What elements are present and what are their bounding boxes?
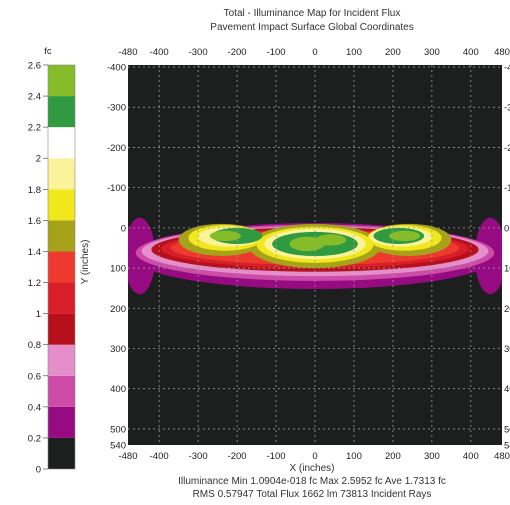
y-tick-labels-right: -400 -300 -200 -100 0 100 200 300 400 500 540 <box>504 63 510 452</box>
x-tick-top-0: -480 <box>118 47 137 58</box>
colorbar-tick-label-5: 1 <box>36 309 41 320</box>
contour-lobe-10-0 <box>209 230 241 242</box>
colorbar-tick-label-12: 2.4 <box>28 92 41 103</box>
colorbar-band-5 <box>48 282 75 314</box>
x-tick-top-7: 200 <box>385 47 401 58</box>
y-tick-labels-left: -400 -300 -200 -100 0 100 200 300 400 500 540 <box>107 63 126 452</box>
colorbar-band-9 <box>48 158 75 190</box>
contour-lobe-10-3 <box>315 234 347 246</box>
y-tick-left-3: -100 <box>107 183 126 194</box>
stats-line-2: RMS 0.57947 Total Flux 1662 lm 73813 Inc… <box>193 489 432 500</box>
y-tick-left-9: 500 <box>110 424 126 435</box>
colorbar-band-6 <box>48 251 75 283</box>
x-tick-bottom-6: 100 <box>346 451 362 462</box>
colorbar-band-0 <box>48 437 75 469</box>
y-tick-left-10: 540 <box>110 441 126 452</box>
colorbar-tick-label-13: 2.6 <box>28 61 41 72</box>
x-tick-bottom-2: -300 <box>189 451 208 462</box>
x-tick-top-1: -400 <box>150 47 169 58</box>
colorbar-band-3 <box>48 344 75 376</box>
x-tick-top-3: -200 <box>228 47 247 58</box>
colorbar-unit-label: fc <box>44 46 52 57</box>
y-tick-left-6: 200 <box>110 304 126 315</box>
y-tick-right-5: 100 <box>504 264 510 275</box>
x-tick-bottom-1: -400 <box>150 451 169 462</box>
colorbar-band-4 <box>48 313 75 345</box>
x-tick-bottom-8: 300 <box>424 451 440 462</box>
colorbar-band-7 <box>48 220 75 252</box>
colorbar-frame <box>47 64 76 470</box>
x-tick-bottom-3: -200 <box>228 451 247 462</box>
y-tick-right-0: -400 <box>504 63 510 74</box>
x-tick-bottom-4: -100 <box>267 451 286 462</box>
x-tick-labels-bottom: -480 -400 -300 -200 -100 0 100 200 300 400 480 <box>118 451 509 462</box>
colorbar-band-8 <box>48 189 75 221</box>
y-tick-left-5: 100 <box>110 264 126 275</box>
colorbar-tick-label-3: 0.6 <box>28 371 41 382</box>
colorbar-tick-label-7: 1.4 <box>28 247 41 258</box>
y-tick-right-9: 500 <box>504 424 510 435</box>
colorbar-band-12 <box>48 65 75 97</box>
y-tick-right-8: 400 <box>504 384 510 395</box>
y-tick-left-2: -200 <box>107 143 126 154</box>
y-tick-left-8: 400 <box>110 384 126 395</box>
colorbar-tick-label-10: 2 <box>36 154 41 165</box>
y-tick-left-7: 300 <box>110 344 126 355</box>
colorbar: 0 0.2 0.4 0.6 0.8 1 1.2 1.4 1.6 1.8 2 2.2 2.4 2.6 <box>28 61 76 476</box>
y-tick-right-3: -100 <box>504 183 510 194</box>
x-tick-top-10: 480 <box>494 47 510 58</box>
colorbar-band-1 <box>48 406 75 438</box>
colorbar-tick-label-11: 2.2 <box>28 123 41 134</box>
y-tick-left-0: -400 <box>107 63 126 74</box>
colorbar-band-11 <box>48 96 75 128</box>
x-tick-labels-top: -480 -400 -300 -200 -100 0 100 200 300 400 480 <box>118 47 509 58</box>
y-tick-right-1: -300 <box>504 103 510 114</box>
contour-lobe-10-1 <box>389 230 421 242</box>
y-tick-right-6: 200 <box>504 304 510 315</box>
contour-level-10 <box>209 230 421 252</box>
x-tick-top-8: 300 <box>424 47 440 58</box>
x-tick-bottom-10: 480 <box>494 451 510 462</box>
y-tick-left-1: -300 <box>107 103 126 114</box>
x-tick-bottom-0: -480 <box>118 451 137 462</box>
x-tick-bottom-9: 400 <box>463 451 479 462</box>
y-tick-right-7: 300 <box>504 344 510 355</box>
colorbar-tick-label-2: 0.4 <box>28 402 41 413</box>
x-axis-label: X (inches) <box>289 463 334 474</box>
colorbar-band-2 <box>48 375 75 407</box>
chart-title-line-2: Pavement Impact Surface Global Coordinat… <box>210 22 413 33</box>
x-tick-top-6: 100 <box>346 47 362 58</box>
x-tick-top-2: -300 <box>189 47 208 58</box>
colorbar-tick-label-6: 1.2 <box>28 278 41 289</box>
colorbar-tick-label-4: 0.8 <box>28 340 41 351</box>
chart-title-line-1: Total - Illuminance Map for Incident Flu… <box>224 8 401 19</box>
x-tick-top-4: -100 <box>267 47 286 58</box>
y-tick-left-4: 0 <box>121 223 126 234</box>
x-tick-top-5: 0 <box>312 47 317 58</box>
y-tick-right-4: 0 <box>504 223 509 234</box>
y-axis-label: Y (inches) <box>80 240 91 285</box>
colorbar-tick-label-1: 0.2 <box>28 433 41 444</box>
colorbar-tick-label-9: 1.8 <box>28 185 41 196</box>
colorbar-tick-label-0: 0 <box>36 465 41 476</box>
x-tick-bottom-7: 200 <box>385 451 401 462</box>
grid-lines <box>128 65 502 445</box>
stats-line-1: Illuminance Min 1.0904e-018 fc Max 2.595… <box>178 476 446 487</box>
x-tick-top-9: 400 <box>463 47 479 58</box>
x-tick-bottom-5: 0 <box>312 451 317 462</box>
colorbar-tick-label-8: 1.6 <box>28 216 41 227</box>
colorbar-band-10 <box>48 127 75 159</box>
y-tick-right-10: 540 <box>504 441 510 452</box>
y-tick-right-2: -200 <box>504 143 510 154</box>
